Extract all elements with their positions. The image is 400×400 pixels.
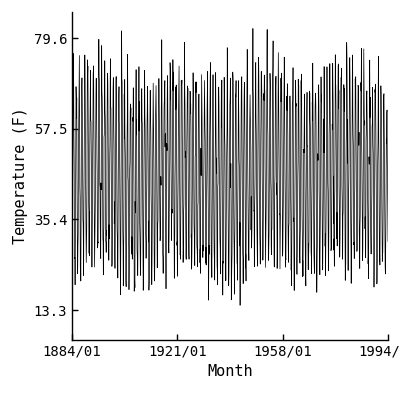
Y-axis label: Temperature (F): Temperature (F) — [13, 108, 28, 244]
X-axis label: Month: Month — [207, 364, 253, 380]
